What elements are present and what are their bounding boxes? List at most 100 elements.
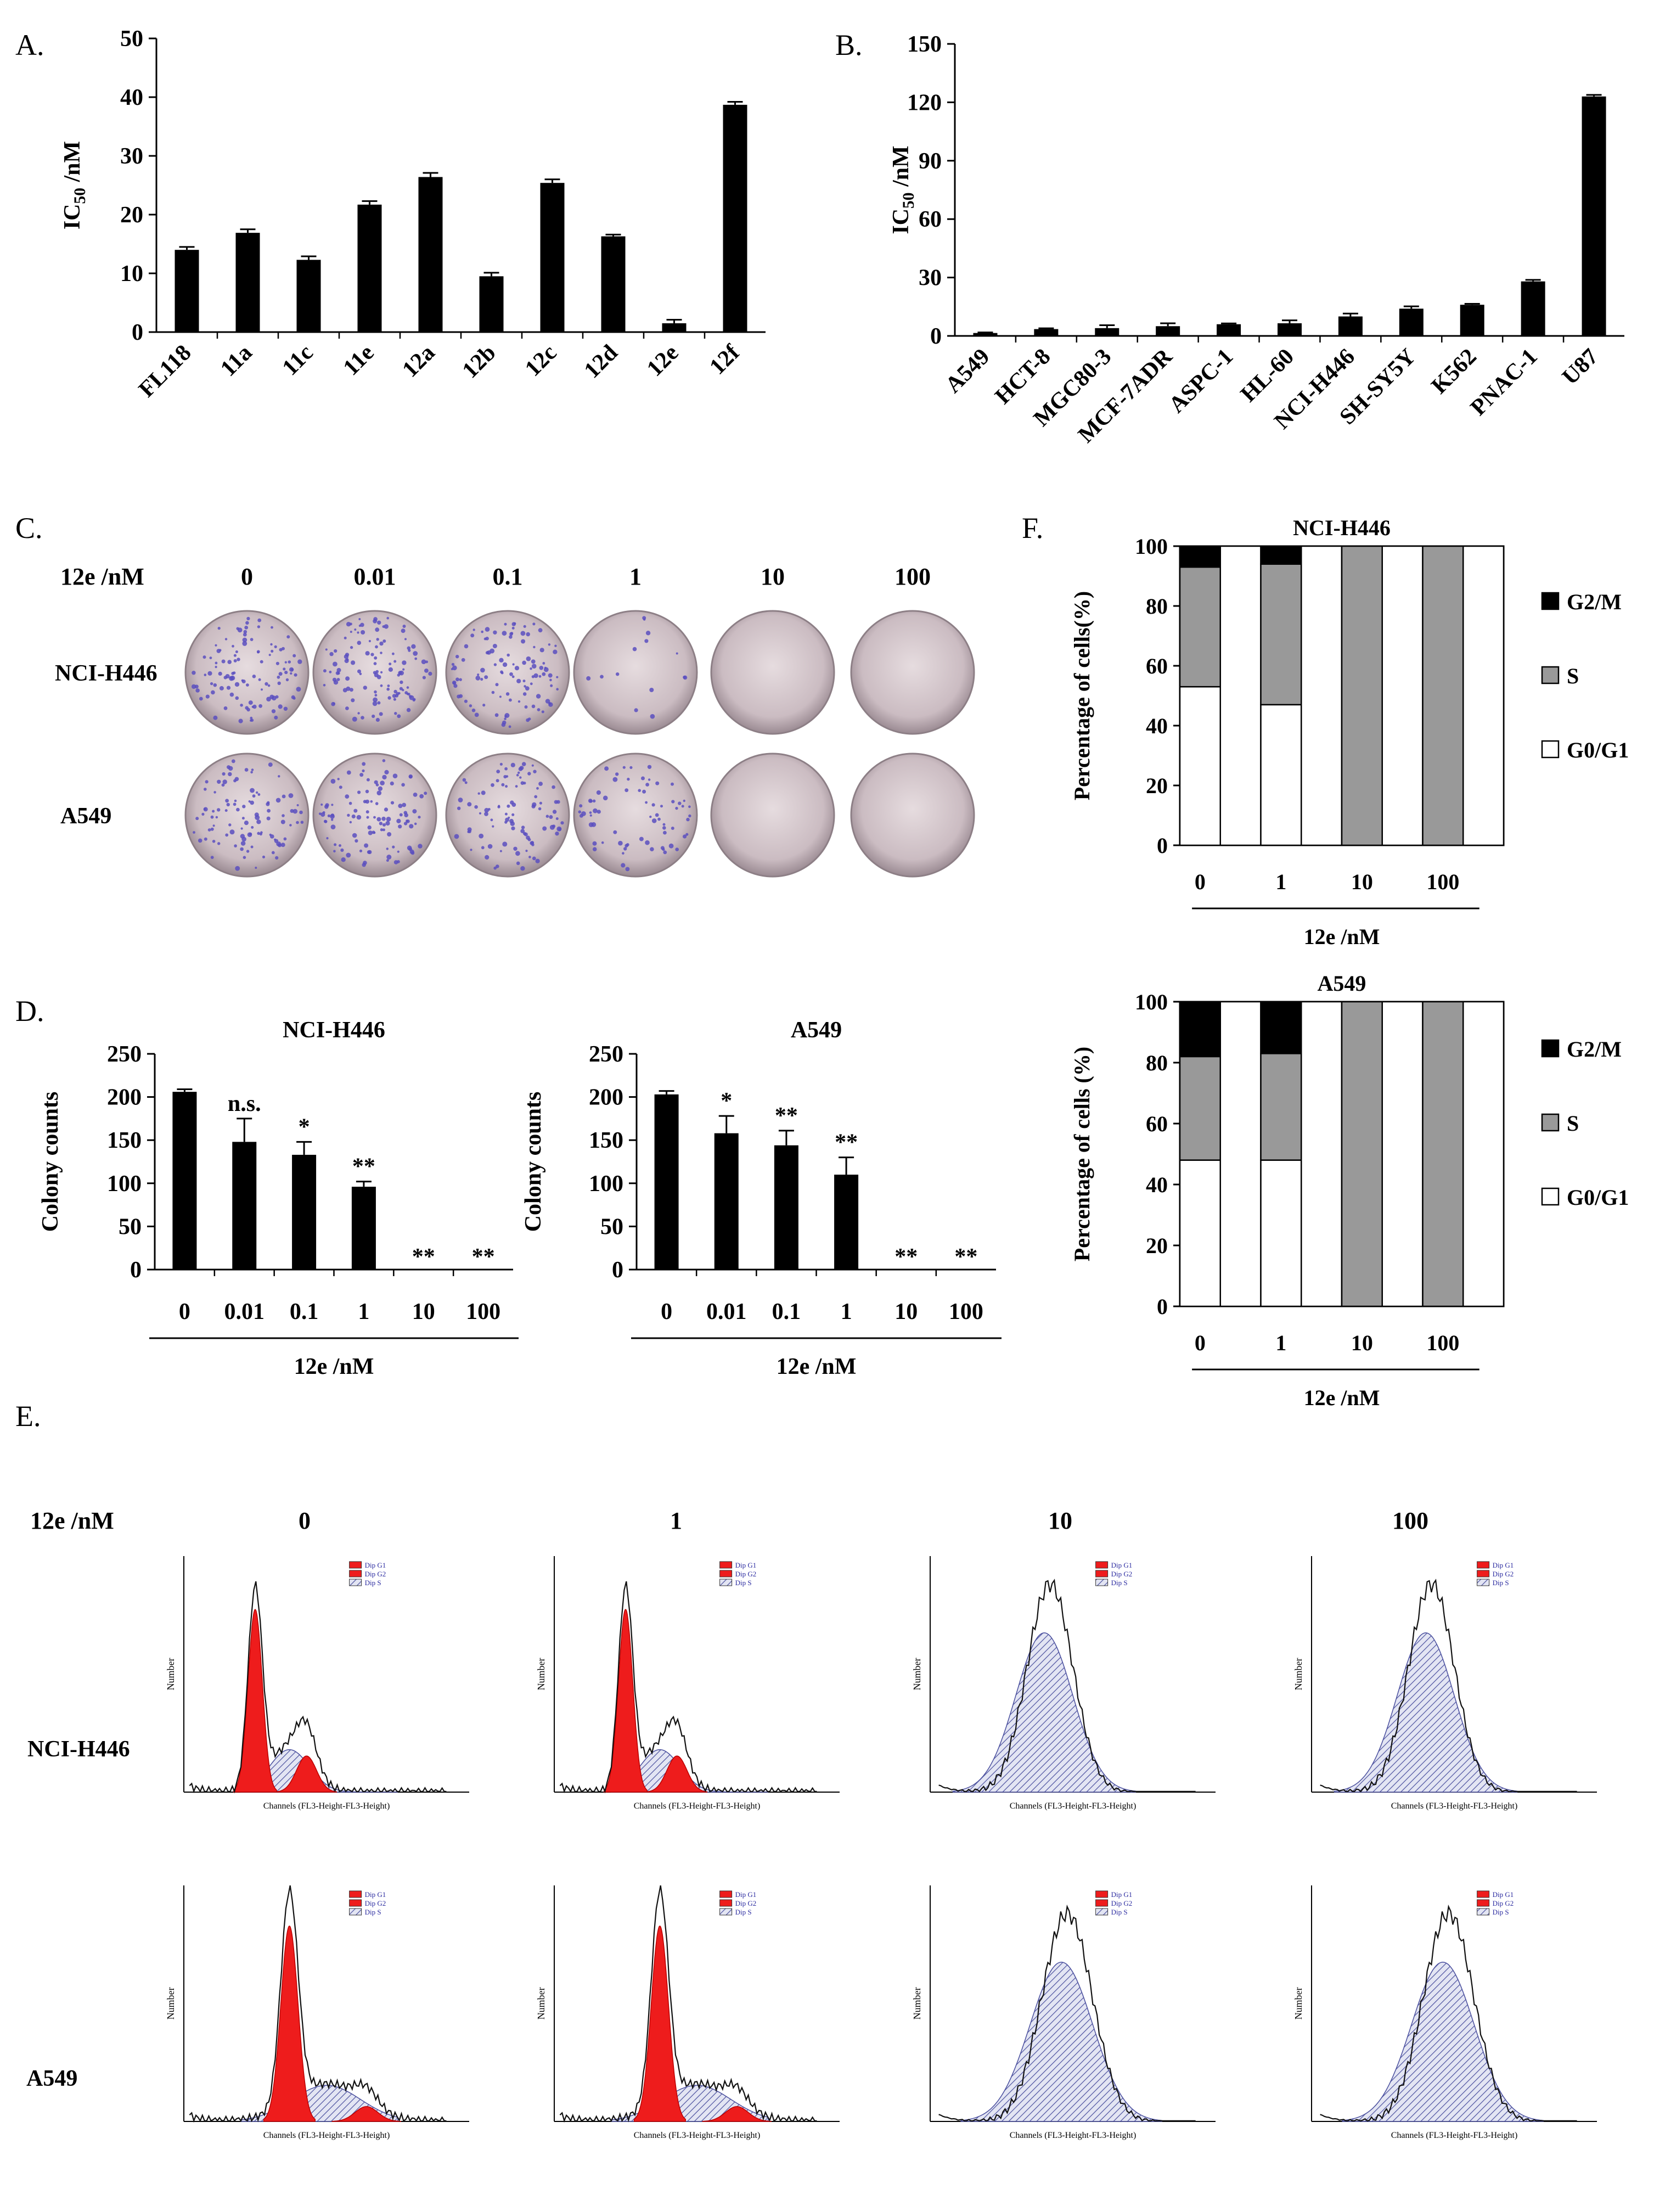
colony <box>376 675 381 680</box>
colony <box>207 828 211 832</box>
colony <box>618 840 623 846</box>
colony <box>320 803 323 806</box>
flow-legend-swatch <box>719 1579 733 1586</box>
colony <box>525 686 530 691</box>
x-tick-label: 0 <box>1195 1330 1206 1355</box>
colony <box>283 706 288 711</box>
colony <box>362 769 365 772</box>
colony <box>604 766 609 771</box>
bar-K562 <box>1460 305 1484 336</box>
colony <box>387 684 390 687</box>
colony <box>464 699 468 703</box>
colony <box>250 716 253 720</box>
colony <box>210 827 214 831</box>
colony <box>344 654 349 659</box>
colony <box>274 645 277 648</box>
colony <box>288 793 294 798</box>
colony <box>357 712 360 715</box>
colony <box>532 856 536 861</box>
colony <box>233 779 237 783</box>
colony <box>521 762 526 766</box>
colony <box>520 866 525 871</box>
chart-title: NCI-H446 <box>283 1018 385 1043</box>
colony <box>539 648 544 653</box>
colony <box>365 799 369 804</box>
colony <box>502 841 508 847</box>
chart-d-colony-nci-h446: 0 50 100 150 200 250 0 n.s. 0.01 * 0.1 ** 1 ** 10 ** 100… <box>38 1018 519 1379</box>
colony <box>223 706 228 710</box>
colony <box>260 660 263 664</box>
colony <box>242 641 247 646</box>
colony <box>290 672 292 675</box>
flow-dose-0: 0 <box>299 1507 311 1534</box>
colony <box>277 675 280 679</box>
colony <box>251 826 254 829</box>
colony <box>392 773 398 778</box>
significance-label: ** <box>412 1244 435 1270</box>
colony <box>215 661 218 665</box>
flow-legend-label: Dip G1 <box>1493 1890 1514 1899</box>
colony <box>257 625 261 628</box>
colony <box>370 653 374 656</box>
colony <box>342 688 347 693</box>
colony <box>549 815 553 819</box>
colony <box>516 773 519 777</box>
y-axis-label: IC50 /nM <box>888 145 918 234</box>
colony <box>464 644 469 649</box>
colony <box>330 824 336 829</box>
y-tick-label: 80 <box>1146 594 1168 619</box>
colony <box>472 628 475 631</box>
colony <box>333 850 336 853</box>
colony <box>271 649 274 653</box>
colony <box>531 704 536 709</box>
flow-legend-swatch <box>1095 1908 1109 1916</box>
colony <box>353 809 358 813</box>
colony <box>349 688 353 692</box>
flow-dose-2: 10 <box>1048 1507 1072 1534</box>
colony <box>236 807 240 812</box>
x-tick-label: PNAC-1 <box>1466 344 1543 421</box>
colony <box>199 697 203 701</box>
colony <box>252 675 256 678</box>
colony <box>407 646 411 650</box>
colony <box>499 658 504 663</box>
flow-x-label: Channels (FL3-Height-FL3-Height) <box>1010 2131 1137 2140</box>
colony <box>219 686 224 690</box>
y-tick-label: 150 <box>907 32 942 57</box>
colony <box>603 795 608 801</box>
colony <box>320 812 325 817</box>
colony <box>233 802 237 806</box>
colony <box>480 677 483 681</box>
flow-legend-label: Dip G2 <box>365 1899 386 1907</box>
colony <box>400 680 403 684</box>
significance-label: ** <box>775 1103 798 1129</box>
colony <box>345 706 349 710</box>
y-tick-label: 50 <box>120 26 143 52</box>
colony <box>396 692 400 695</box>
flow-legend-swatch <box>1477 1561 1490 1569</box>
colony <box>622 852 625 855</box>
y-axis-label-unit: /nM <box>888 145 914 192</box>
colony <box>393 660 397 663</box>
plate-NCI-H446-1 <box>573 610 698 735</box>
flow-legend-swatch <box>1095 1579 1109 1586</box>
colony <box>650 714 655 719</box>
bar-0 <box>654 1094 679 1270</box>
colony <box>212 810 215 813</box>
colony <box>507 653 510 657</box>
flow-plot-A549-10: Number Channels (FL3-Height-FL3-Height) Di… <box>912 1885 1216 2140</box>
x-tick-label: 10 <box>894 1299 918 1324</box>
colony <box>505 692 510 696</box>
flow-legend-swatch <box>719 1561 733 1569</box>
spacer-column <box>1219 545 1262 846</box>
colony <box>638 789 641 792</box>
x-tick-label: 12b <box>458 340 501 384</box>
colony <box>509 635 513 639</box>
colony <box>418 816 421 819</box>
colony <box>402 625 406 628</box>
flow-plot-A549-100: Number Channels (FL3-Height-FL3-Height) Di… <box>1293 1885 1597 2140</box>
colony <box>250 845 254 849</box>
colony <box>282 814 285 817</box>
bar-0.01 <box>232 1142 257 1270</box>
colony <box>331 818 334 821</box>
